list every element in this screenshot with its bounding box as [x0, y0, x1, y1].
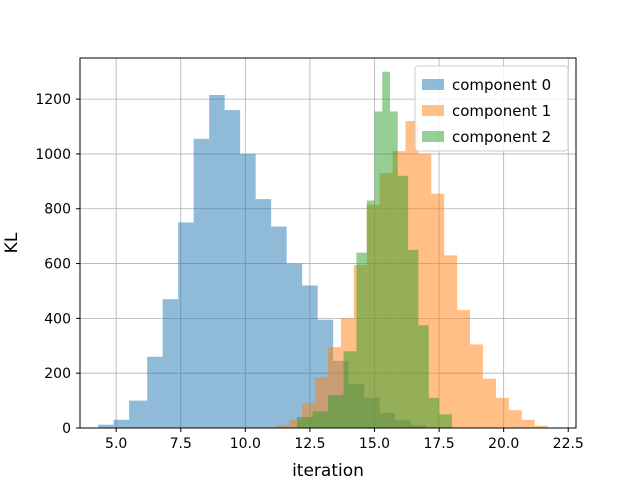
histogram-bar — [356, 252, 367, 428]
x-tick-label: 12.5 — [294, 436, 325, 452]
x-tick-label: 17.5 — [423, 436, 454, 452]
x-tick-label: 15.0 — [359, 436, 390, 452]
legend-label: component 0 — [452, 76, 551, 94]
x-tick-label: 7.5 — [170, 436, 192, 452]
histogram-bar — [470, 344, 483, 428]
histogram-bar — [271, 226, 287, 428]
histogram-bar — [382, 71, 390, 428]
histogram-bar — [98, 424, 114, 428]
histogram-bar — [508, 410, 522, 428]
x-tick-label: 5.0 — [105, 436, 127, 452]
histogram-bar — [240, 153, 256, 429]
histogram-bar — [209, 95, 225, 428]
histogram-bar — [255, 199, 272, 428]
histogram-bar — [374, 111, 383, 428]
x-axis-title: iteration — [292, 461, 364, 480]
histogram-bar — [418, 325, 429, 428]
histogram-bar — [129, 400, 148, 428]
histogram-bar — [483, 378, 496, 428]
y-axis-ticks: 0 200 400 600 800 1000 1200 — [35, 92, 80, 437]
histogram-bar — [224, 110, 241, 429]
histogram-bar — [289, 419, 303, 428]
histogram-bar — [302, 285, 318, 428]
y-tick-label: 600 — [44, 257, 71, 273]
legend-box — [414, 65, 569, 152]
histogram-bar — [428, 397, 440, 428]
histogram-bar — [431, 193, 445, 428]
x-tick-label: 22.5 — [553, 436, 584, 452]
histogram-bar — [457, 310, 471, 428]
histogram-bar — [312, 411, 328, 428]
y-tick-label: 1200 — [35, 92, 71, 108]
histogram-bar — [495, 397, 509, 428]
histogram-bar — [328, 395, 344, 428]
x-tick-label: 20.0 — [488, 436, 519, 452]
histogram-bar — [343, 351, 357, 428]
histogram-bar — [521, 419, 535, 428]
legend-swatch — [422, 79, 444, 90]
series-2-bars — [297, 71, 452, 428]
legend-swatch — [422, 131, 444, 142]
y-tick-label: 0 — [62, 421, 71, 437]
y-axis-title: KL — [2, 232, 22, 253]
histogram-bar — [397, 175, 409, 428]
y-tick-label: 800 — [44, 202, 71, 218]
histogram-bar — [276, 425, 290, 428]
legend-swatch — [422, 105, 444, 116]
histogram-bar — [162, 299, 179, 428]
histogram-bar — [113, 419, 130, 428]
histogram-bar — [193, 138, 210, 428]
legend-label: component 2 — [452, 128, 551, 146]
histogram-bar — [444, 255, 458, 428]
x-tick-label: 10.0 — [230, 436, 261, 452]
legend: component 0 component 1 component 2 — [414, 65, 569, 152]
histogram-bar — [178, 222, 194, 428]
legend-label: component 1 — [452, 102, 551, 120]
histogram-bar — [439, 414, 452, 428]
histogram-bar — [286, 263, 303, 428]
y-tick-label: 200 — [44, 366, 71, 382]
histogram-bar — [297, 417, 313, 428]
y-tick-label: 400 — [44, 311, 71, 327]
y-tick-label: 1000 — [35, 147, 71, 163]
x-axis-ticks: 5.0 7.5 10.0 12.5 15.0 17.5 20.0 22.5 — [105, 428, 584, 452]
series-0-bars — [98, 95, 427, 429]
plot-frame — [79, 57, 577, 429]
histogram-bar — [408, 249, 419, 428]
histogram-bar — [366, 200, 375, 428]
histogram-bar — [147, 356, 163, 428]
histogram-bars — [98, 71, 548, 429]
histogram-bar — [534, 425, 548, 428]
histogram-bar — [390, 111, 398, 428]
